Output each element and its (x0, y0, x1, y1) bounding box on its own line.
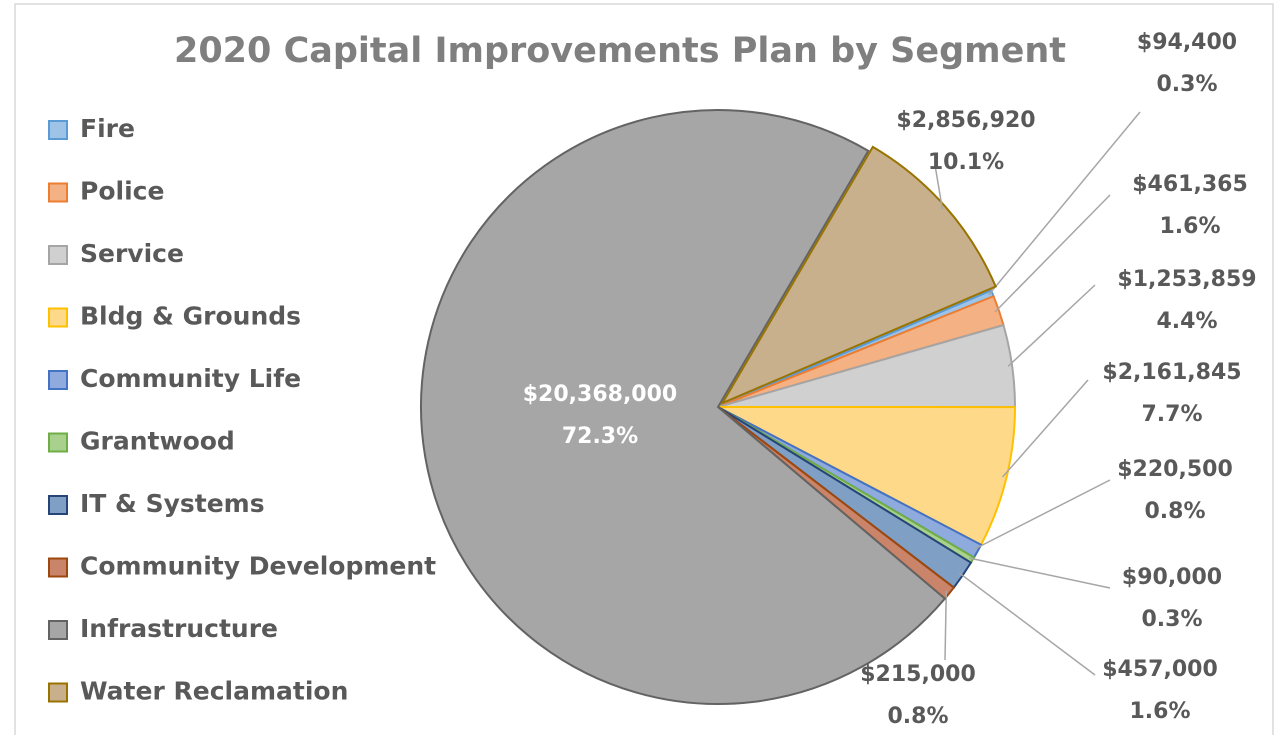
pie-slice (720, 145, 998, 406)
leader-line (958, 572, 1096, 676)
legend-label: Community Life (80, 364, 301, 393)
legend-swatch (48, 182, 68, 203)
data-label: $457,000 (1102, 657, 1218, 682)
legend-label: Bldg & Grounds (80, 302, 301, 331)
percent-label: 7.7% (1141, 402, 1202, 427)
data-label: $220,500 (1117, 457, 1233, 482)
data-label: $215,000 (860, 662, 976, 687)
legend-swatch (48, 370, 68, 390)
chart-title: 2020 Capital Improvements Plan by Segmen… (174, 31, 1066, 71)
leader-line (994, 194, 1111, 313)
legend-swatch (48, 120, 68, 140)
percent-label: 1.6% (1129, 699, 1190, 724)
legend-swatch (48, 245, 68, 265)
percent-label: 1.6% (1159, 214, 1220, 239)
data-label: $2,856,920 (896, 108, 1035, 133)
percent-label: 0.8% (1144, 499, 1205, 524)
legend-swatch (48, 307, 68, 328)
leader-line (944, 590, 948, 661)
pie-slice (717, 406, 1017, 547)
leader-line (968, 557, 1111, 589)
leader-line (1007, 284, 1096, 367)
legend-label: Grantwood (80, 427, 235, 456)
percent-label: 4.4% (1156, 309, 1217, 334)
leader-line (934, 164, 944, 210)
percent-label: 10.1% (928, 150, 1004, 175)
percent-label: 0.8% (887, 704, 948, 729)
leader-line (973, 479, 1111, 550)
leader-line (1001, 379, 1089, 478)
percent-label: 0.3% (1156, 72, 1217, 97)
legend-label: Water Reclamation (80, 677, 348, 706)
data-label: $461,365 (1132, 172, 1248, 197)
legend-swatch (48, 557, 68, 578)
legend-swatch (48, 432, 68, 453)
legend-label: Fire (80, 114, 135, 143)
legend-swatch (48, 682, 68, 703)
data-label: $2,161,845 (1102, 360, 1241, 385)
legend-label: Police (80, 177, 164, 206)
legend-swatch (48, 620, 68, 640)
data-label: $90,000 (1122, 565, 1222, 590)
legend-label: Service (80, 239, 184, 268)
legend-label: Infrastructure (80, 614, 278, 643)
legend-swatch (48, 495, 68, 515)
legend-label: Community Development (80, 552, 436, 581)
leader-line (988, 111, 1141, 296)
percent-label: 72.3% (562, 424, 638, 449)
data-label: $1,253,859 (1117, 267, 1256, 292)
pie-slice (420, 109, 947, 705)
percent-label: 0.3% (1141, 607, 1202, 632)
legend-label: IT & Systems (80, 489, 265, 518)
data-label: $94,400 (1137, 30, 1237, 55)
data-label: $20,368,000 (523, 382, 677, 407)
